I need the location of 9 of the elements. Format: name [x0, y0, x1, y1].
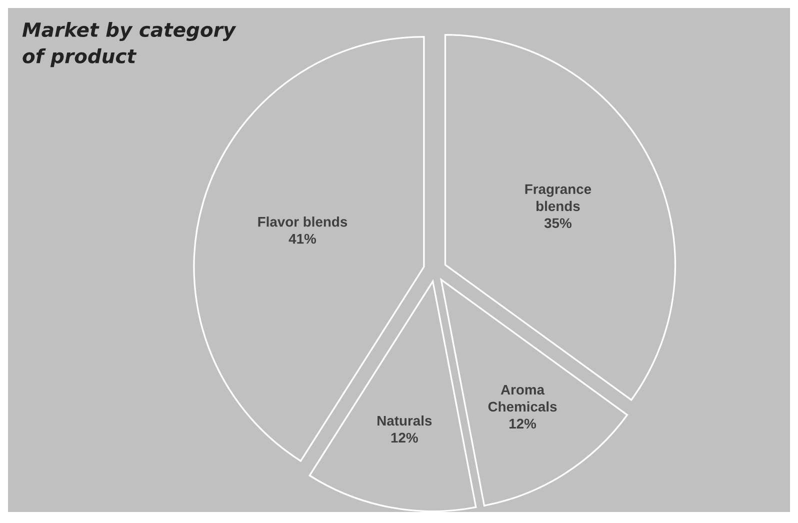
- slice-label: Naturals: [378, 415, 432, 426]
- slice-label: Aroma Chemicals: [488, 384, 557, 412]
- chart-title: Market by category of product: [22, 22, 236, 68]
- data-label: 35%: [544, 218, 572, 228]
- data-label: 12%: [509, 418, 536, 429]
- slice-label: Fragrance blends: [525, 184, 592, 212]
- slice-label: Flavor blends: [258, 216, 348, 227]
- data-label: 41%: [288, 234, 316, 244]
- data-label: 12%: [391, 432, 418, 443]
